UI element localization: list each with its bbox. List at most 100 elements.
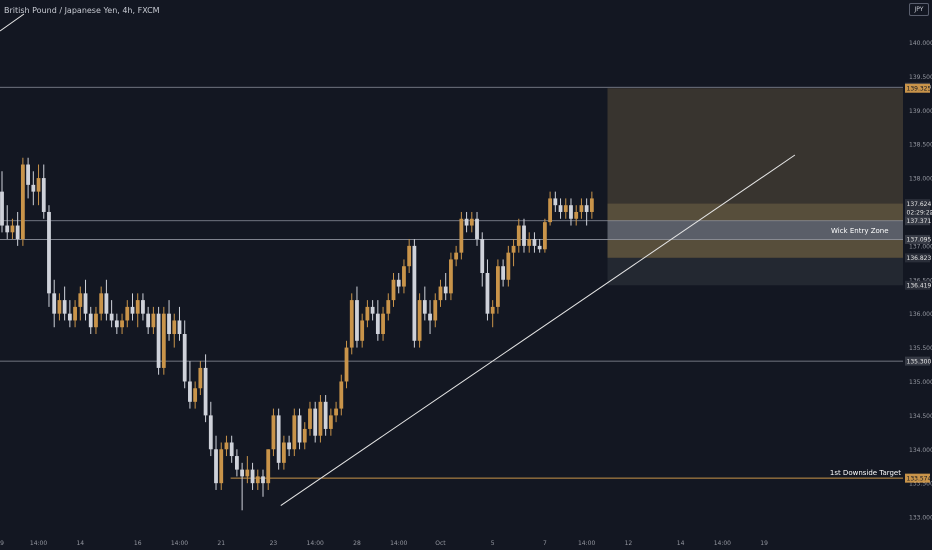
candle bbox=[511, 239, 516, 267]
candle bbox=[302, 422, 307, 450]
candle-body bbox=[208, 415, 213, 450]
candle bbox=[245, 456, 250, 484]
candle bbox=[391, 272, 396, 307]
candle-body bbox=[229, 442, 234, 457]
candle-body bbox=[130, 306, 135, 314]
candle bbox=[516, 218, 521, 253]
x-tick-label: 14:00 bbox=[578, 540, 595, 547]
price-tag-label: 137.095 bbox=[907, 237, 932, 244]
candle-body bbox=[287, 442, 291, 450]
candle-body bbox=[548, 198, 552, 223]
candle bbox=[281, 435, 286, 470]
candle-body bbox=[172, 320, 177, 335]
x-tick-label: 7 bbox=[543, 540, 547, 547]
candle-body bbox=[177, 320, 182, 335]
x-tick-label: 14 bbox=[76, 540, 84, 547]
x-tick-label: 14:00 bbox=[390, 540, 407, 547]
zone-lower bbox=[607, 257, 903, 286]
price-tag bbox=[905, 473, 930, 483]
candle bbox=[130, 293, 135, 321]
candle-body bbox=[391, 279, 396, 301]
candle bbox=[417, 293, 422, 348]
candle bbox=[553, 191, 558, 212]
y-tick-label: 138.000 bbox=[909, 176, 932, 183]
candle-body bbox=[313, 408, 318, 436]
candle bbox=[104, 279, 109, 321]
candle bbox=[469, 211, 474, 233]
candle-body bbox=[104, 293, 109, 314]
candle-body bbox=[10, 225, 15, 233]
candle bbox=[334, 401, 338, 423]
candle-body bbox=[292, 415, 297, 450]
candle bbox=[182, 320, 187, 389]
candle-body bbox=[407, 245, 412, 267]
candle bbox=[375, 300, 380, 341]
candle-body bbox=[15, 225, 20, 240]
candle-body bbox=[459, 218, 464, 253]
price-tag-label: 133.574 bbox=[907, 475, 932, 482]
zone-label: Wick Entry Zone bbox=[831, 227, 889, 235]
candle bbox=[308, 401, 312, 436]
y-tick-label: 134.000 bbox=[909, 447, 932, 454]
x-tick-label: 14 bbox=[677, 540, 685, 547]
candle-body bbox=[360, 320, 365, 341]
candle-body bbox=[47, 211, 51, 294]
candle-body bbox=[161, 313, 166, 368]
candle-body bbox=[454, 252, 459, 260]
candle-body bbox=[302, 428, 307, 443]
y-tick-label: 135.500 bbox=[909, 345, 932, 352]
candle-body bbox=[188, 381, 192, 402]
x-tick-label: 21 bbox=[217, 540, 225, 547]
target-label: 1st Downside Target bbox=[830, 469, 901, 477]
price-tag-label: 139.325 bbox=[907, 85, 932, 92]
candle bbox=[569, 198, 573, 226]
candle-body bbox=[245, 469, 250, 477]
candle-body bbox=[182, 334, 187, 382]
candle bbox=[271, 408, 276, 457]
candle-body bbox=[31, 184, 36, 192]
candle-body bbox=[386, 300, 391, 314]
currency-button[interactable]: JPY bbox=[909, 3, 929, 16]
x-tick-label: 14:00 bbox=[307, 540, 324, 547]
price-tag bbox=[905, 356, 930, 366]
candle bbox=[266, 449, 271, 490]
candle bbox=[287, 435, 291, 457]
x-tick-label: 16 bbox=[134, 540, 142, 547]
price-tag bbox=[905, 207, 930, 217]
candle-body bbox=[281, 442, 286, 463]
candle bbox=[198, 361, 203, 396]
candle bbox=[490, 300, 495, 328]
trendline-partial bbox=[0, 13, 25, 32]
candle bbox=[125, 300, 130, 328]
candle bbox=[344, 340, 349, 389]
y-tick-label: 135.000 bbox=[909, 379, 932, 386]
candle bbox=[480, 232, 485, 287]
candle bbox=[0, 171, 4, 233]
candle bbox=[52, 279, 57, 328]
candle-body bbox=[151, 313, 156, 328]
candle bbox=[402, 259, 406, 294]
candle-body bbox=[506, 252, 511, 280]
x-tick-label: 19 bbox=[760, 540, 768, 547]
candle-body bbox=[485, 272, 490, 314]
candle bbox=[496, 259, 500, 314]
candle-body bbox=[449, 259, 453, 294]
candle-body bbox=[334, 408, 338, 416]
candle bbox=[370, 300, 375, 321]
x-tick-label: 5 bbox=[491, 540, 495, 547]
candle bbox=[146, 306, 151, 335]
candle-body bbox=[402, 266, 406, 287]
candle-body bbox=[193, 388, 198, 402]
candle-body bbox=[109, 313, 114, 321]
candle bbox=[151, 306, 156, 335]
y-tick-label: 139.000 bbox=[909, 108, 932, 115]
candle-body bbox=[527, 239, 532, 246]
candle-body bbox=[255, 476, 260, 484]
candle bbox=[10, 218, 15, 240]
candle-body bbox=[52, 293, 57, 314]
candle bbox=[172, 313, 177, 348]
chart-title: British Pound / Japanese Yen, 4h, FXCM bbox=[4, 6, 160, 15]
candle bbox=[548, 191, 552, 226]
zone-wick bbox=[607, 220, 903, 240]
